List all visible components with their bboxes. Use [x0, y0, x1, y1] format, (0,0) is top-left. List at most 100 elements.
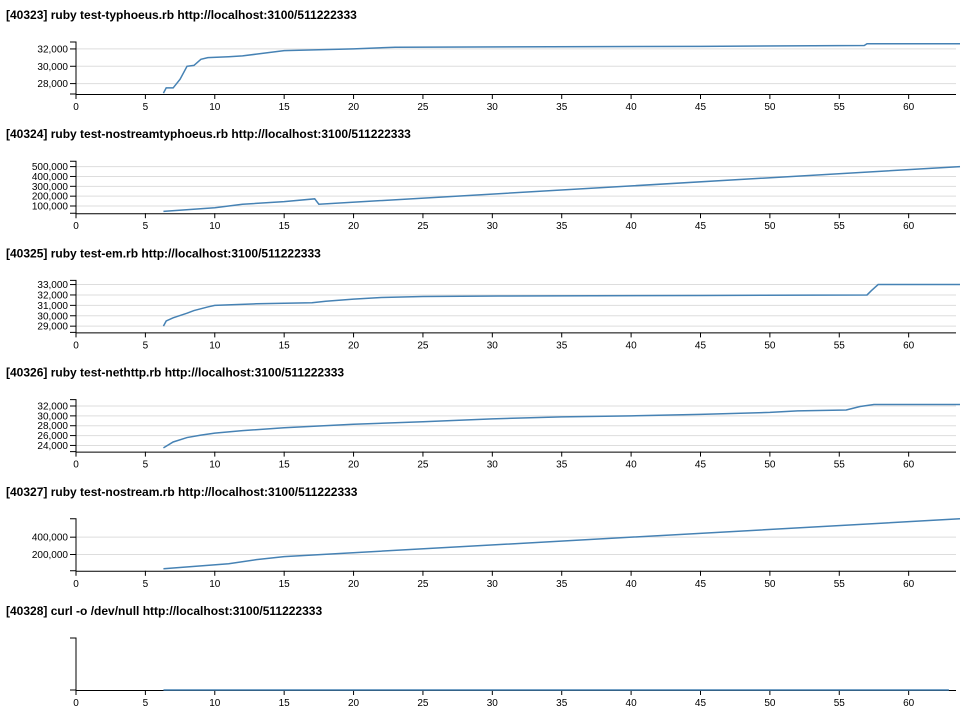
y-tick-label: 100,000 [32, 202, 69, 213]
x-tick-label: 60 [903, 698, 915, 709]
x-tick-label: 25 [417, 698, 429, 709]
x-tick-label: 55 [834, 221, 846, 232]
x-tick-label: 10 [209, 460, 221, 471]
x-tick-label: 55 [834, 340, 846, 351]
chart-title: [40323] ruby test-typhoeus.rb http://loc… [6, 8, 357, 22]
x-tick-label: 5 [143, 460, 149, 471]
x-tick-label: 45 [695, 579, 707, 590]
data-line [162, 283, 960, 327]
data-line [163, 518, 961, 570]
x-tick-label: 40 [626, 579, 638, 590]
x-tick-label: 35 [556, 221, 568, 232]
y-tick-label: 500,000 [32, 162, 69, 173]
x-tick-label: 60 [903, 460, 915, 471]
x-tick-label: 15 [279, 340, 291, 351]
x-tick-label: 30 [487, 579, 499, 590]
x-tick-label: 35 [556, 340, 568, 351]
x-tick-label: 25 [417, 340, 429, 351]
x-tick-label: 20 [348, 460, 360, 471]
y-tick-label: 300,000 [32, 182, 69, 193]
x-tick-label: 0 [73, 340, 79, 351]
x-tick-label: 50 [764, 460, 776, 471]
chart-title: [40324] ruby test-nostreamtyphoeus.rb ht… [6, 127, 411, 141]
x-tick-label: 25 [417, 102, 429, 113]
x-tick-label: 10 [209, 102, 221, 113]
x-tick-label: 0 [73, 221, 79, 232]
x-tick-label: 20 [348, 698, 360, 709]
x-tick-label: 30 [487, 460, 499, 471]
x-tick-label: 15 [279, 460, 291, 471]
y-tick-label: 400,000 [32, 172, 69, 183]
y-tick-label: 30,000 [37, 411, 68, 422]
x-tick-label: 50 [764, 340, 776, 351]
x-tick-label: 60 [903, 102, 915, 113]
x-tick-label: 35 [556, 460, 568, 471]
x-tick-label: 0 [73, 460, 79, 471]
x-tick-label: 30 [487, 698, 499, 709]
y-tick-label: 32,000 [37, 402, 68, 413]
y-tick-label: 200,000 [32, 550, 69, 561]
x-tick-label: 20 [348, 340, 360, 351]
x-tick-label: 20 [348, 221, 360, 232]
x-tick-label: 45 [695, 460, 707, 471]
chart-title: [40327] ruby test-nostream.rb http://loc… [6, 485, 358, 499]
x-tick-label: 35 [556, 579, 568, 590]
x-tick-label: 0 [73, 698, 79, 709]
y-tick-label: 32,000 [37, 290, 68, 301]
y-tick-label: 33,000 [37, 280, 68, 291]
x-tick-label: 45 [695, 221, 707, 232]
x-tick-label: 40 [626, 102, 638, 113]
x-tick-label: 0 [73, 579, 79, 590]
x-tick-label: 0 [73, 102, 79, 113]
data-line [163, 165, 961, 213]
y-axis [70, 399, 77, 453]
x-tick-label: 5 [143, 102, 149, 113]
data-line [162, 42, 960, 94]
x-tick-label: 5 [143, 221, 149, 232]
y-axis [70, 41, 77, 95]
x-tick-label: 10 [209, 698, 221, 709]
y-tick-label: 400,000 [32, 533, 69, 544]
x-tick-label: 5 [143, 579, 149, 590]
x-tick-label: 45 [695, 340, 707, 351]
y-tick-label: 26,000 [37, 431, 68, 442]
x-tick-label: 60 [903, 579, 915, 590]
x-tick-label: 55 [834, 460, 846, 471]
x-tick-label: 5 [143, 698, 149, 709]
x-tick-label: 25 [417, 460, 429, 471]
x-tick-label: 15 [279, 698, 291, 709]
y-tick-label: 30,000 [37, 311, 68, 322]
y-tick-label: 30,000 [37, 62, 68, 73]
x-tick-label: 10 [209, 579, 221, 590]
y-axis [70, 518, 77, 572]
x-tick-label: 55 [834, 579, 846, 590]
x-tick-label: 10 [209, 340, 221, 351]
x-tick-label: 60 [903, 340, 915, 351]
data-line [163, 403, 960, 449]
x-tick-label: 50 [764, 579, 776, 590]
x-tick-label: 30 [487, 340, 499, 351]
x-tick-label: 15 [279, 102, 291, 113]
x-tick-label: 40 [626, 221, 638, 232]
chart-title: [40325] ruby test-em.rb http://localhost… [6, 246, 321, 260]
x-tick-label: 40 [626, 340, 638, 351]
y-tick-label: 31,000 [37, 301, 68, 312]
x-tick-label: 35 [556, 102, 568, 113]
x-tick-label: 25 [417, 579, 429, 590]
x-tick-label: 15 [279, 579, 291, 590]
y-axis [70, 160, 77, 214]
y-tick-label: 32,000 [37, 44, 68, 55]
y-axis [70, 279, 77, 333]
y-tick-label: 28,000 [37, 421, 68, 432]
x-tick-label: 45 [695, 102, 707, 113]
y-tick-label: 29,000 [37, 322, 68, 333]
x-tick-label: 30 [487, 102, 499, 113]
y-tick-label: 200,000 [32, 192, 69, 203]
x-tick-label: 40 [626, 460, 638, 471]
x-tick-label: 50 [764, 102, 776, 113]
y-tick-label: 28,000 [37, 79, 68, 90]
y-axis [70, 637, 77, 691]
x-tick-label: 55 [834, 102, 846, 113]
